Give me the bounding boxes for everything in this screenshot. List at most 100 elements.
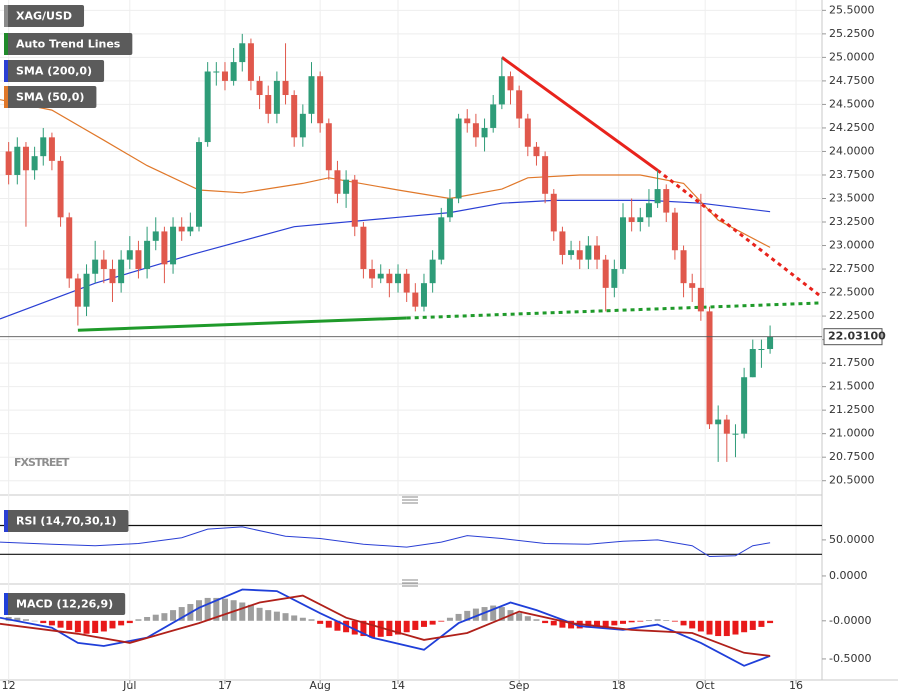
x-tick-label: 17: [218, 679, 232, 692]
candle-body: [92, 259, 99, 274]
histogram-bar: [412, 620, 419, 630]
candle-body: [680, 250, 687, 284]
macd-line: [0, 588, 771, 667]
histogram-bar: [282, 613, 289, 621]
histogram-bar: [706, 620, 713, 635]
histogram-bar: [83, 620, 90, 634]
candle-body: [611, 269, 618, 288]
legend-item: SMA (50,0): [4, 86, 97, 108]
histogram-bar: [455, 613, 462, 621]
candle-body: [723, 419, 730, 434]
candle-body: [568, 250, 575, 255]
histogram-bar: [299, 617, 306, 621]
legend-swatch: [4, 593, 8, 615]
legend-box: [4, 33, 133, 55]
candle-body: [533, 146, 540, 157]
legend-text: Auto Trend Lines: [16, 38, 121, 51]
candle-body: [178, 226, 185, 232]
histogram-bar: [31, 620, 38, 622]
histogram-bar: [542, 620, 549, 624]
candle-body: [360, 226, 367, 270]
legend-text: RSI (14,70,30,1): [16, 515, 116, 528]
histogram-bar: [57, 620, 64, 628]
trend-line-extension: [406, 301, 823, 320]
histogram-bar: [671, 620, 678, 622]
candle-body: [594, 245, 601, 260]
candle-body: [689, 283, 696, 288]
candle-body: [239, 43, 246, 63]
candle-body: [5, 151, 12, 175]
legend-item: RSI (14,70,30,1): [4, 510, 129, 532]
candle-body: [645, 203, 652, 218]
candle-body: [282, 80, 289, 96]
candle-body: [40, 137, 47, 157]
histogram-bar: [524, 616, 531, 621]
legend-text: XAG/USD: [16, 10, 72, 23]
candle-body: [152, 231, 159, 241]
legend-swatch: [4, 86, 8, 108]
x-tick-label: 16: [789, 679, 803, 692]
candle-body: [213, 71, 220, 73]
price-tag-label: 22.03100: [828, 330, 886, 343]
histogram-bar: [602, 620, 609, 627]
histogram-bar: [273, 611, 280, 621]
candle-body: [118, 259, 125, 284]
candle-body: [403, 273, 410, 293]
candle-body: [732, 433, 739, 435]
y-tick-label: 22.2500: [829, 309, 875, 322]
candle-body: [325, 123, 332, 171]
histogram-bar: [118, 620, 125, 626]
histogram-bar: [256, 607, 263, 621]
y-tick-label: 23.7500: [829, 168, 875, 181]
candle-body: [455, 118, 462, 199]
candle-body: [57, 160, 64, 218]
histogram-bar: [767, 620, 774, 624]
y-tick-label: 22.7500: [829, 262, 875, 275]
legend-swatch: [4, 33, 8, 55]
histogram-bar: [395, 620, 402, 635]
histogram-bar: [265, 610, 272, 621]
histogram-bar: [481, 607, 488, 621]
histogram-bar: [663, 620, 670, 621]
candle-body: [170, 226, 177, 265]
histogram-bar: [732, 620, 739, 635]
histogram-bar: [152, 614, 159, 621]
candle-body: [420, 283, 427, 307]
candle-body: [31, 156, 38, 171]
y-tick-label: 20.7500: [829, 450, 875, 463]
candle-body: [559, 231, 566, 255]
histogram-bar: [645, 620, 652, 621]
legend-swatch: [4, 60, 8, 82]
candle-body: [429, 259, 436, 284]
legend-swatch: [4, 510, 8, 532]
panel-handle: [402, 496, 418, 587]
candle-body: [438, 217, 445, 260]
histogram-bar: [472, 608, 479, 621]
candle-body: [317, 76, 324, 124]
x-tick-label: Aug: [309, 679, 330, 692]
trend-line-extension: [656, 169, 823, 299]
legend-text: SMA (200,0): [16, 65, 92, 78]
candle-body: [291, 95, 298, 138]
histogram-bar: [749, 620, 756, 630]
histogram-bar: [317, 620, 324, 624]
candle-body: [498, 76, 505, 105]
histogram-bar: [446, 617, 453, 621]
candle-body: [715, 419, 722, 425]
candle-body: [550, 193, 557, 232]
trend-line: [501, 56, 659, 172]
histogram-bar: [334, 620, 341, 631]
candle-body: [446, 198, 453, 218]
histogram-bar: [611, 620, 618, 626]
candle-body: [265, 95, 272, 114]
histogram-bar: [40, 620, 47, 624]
histogram-bar: [550, 620, 557, 626]
histogram-bar: [48, 620, 55, 626]
y-tick-label: -0.5000: [829, 652, 871, 665]
legend-box: [4, 5, 85, 27]
histogram-bar: [420, 620, 427, 627]
histogram-bar: [689, 620, 696, 629]
candle-body: [299, 113, 306, 138]
